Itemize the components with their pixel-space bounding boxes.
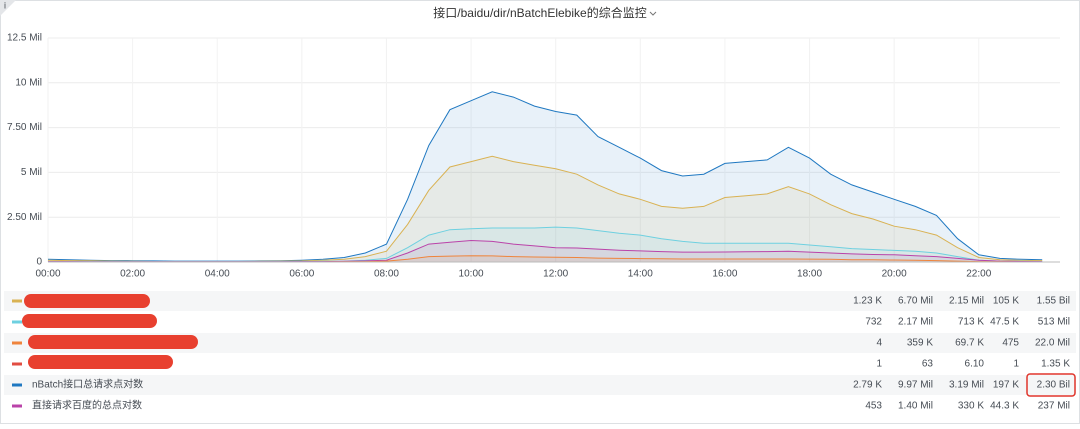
legend-value: 44.3 K xyxy=(990,401,1019,412)
legend-row-bg xyxy=(4,291,1076,311)
x-tick-label: 14:00 xyxy=(628,269,653,280)
x-tick-label: 20:00 xyxy=(882,269,907,280)
series-area xyxy=(48,255,1043,262)
series-area xyxy=(48,156,1043,262)
legend-value: 22.0 Mil xyxy=(1035,338,1070,349)
legend-value: 6.70 Mil xyxy=(898,296,933,307)
legend-swatch xyxy=(12,362,22,366)
legend-value: 2.79 K xyxy=(853,380,882,391)
legend-swatch xyxy=(12,320,22,324)
legend-value: 237 Mil xyxy=(1038,401,1070,412)
legend-value: 1.23 K xyxy=(853,296,882,307)
legend-value: 197 K xyxy=(993,380,1019,391)
legend-value: 1 xyxy=(1013,359,1019,370)
legend-value: 330 K xyxy=(958,401,984,412)
x-tick-label: 06:00 xyxy=(289,269,314,280)
legend-swatch xyxy=(12,383,22,387)
series-area xyxy=(48,240,1043,262)
info-icon[interactable]: i xyxy=(4,0,6,10)
y-tick-label: 10 Mil xyxy=(15,77,42,88)
legend-swatch xyxy=(12,299,22,303)
legend-value: 69.7 K xyxy=(955,338,984,349)
x-tick-label: 08:00 xyxy=(374,269,399,280)
legend-value: 105 K xyxy=(993,296,1019,307)
chart-title[interactable]: 接口/baidu/dir/nBatchElebike的综合监控 xyxy=(433,5,646,20)
title-chevron[interactable] xyxy=(649,11,657,16)
x-tick-label: 02:00 xyxy=(120,269,145,280)
legend-value: 513 Mil xyxy=(1038,317,1070,328)
legend-value: 453 xyxy=(865,401,882,412)
legend-value: 732 xyxy=(865,317,882,328)
legend-value: 2.17 Mil xyxy=(898,317,933,328)
legend-value: 1.35 K xyxy=(1041,359,1070,370)
series-area xyxy=(48,91,1043,262)
legend-value: 6.10 xyxy=(965,359,985,370)
legend-value: 1 xyxy=(876,359,882,370)
legend-label: nBatch接口总请求点对数 xyxy=(32,378,143,391)
legend-value: 3.19 Mil xyxy=(949,380,984,391)
x-tick-label: 10:00 xyxy=(459,269,484,280)
legend-swatch xyxy=(12,341,22,345)
legend-value: 4 xyxy=(876,338,882,349)
legend-value: 1.55 Bil xyxy=(1037,296,1070,307)
x-tick-label: 00:00 xyxy=(35,269,60,280)
y-tick-label: 0 xyxy=(36,257,42,268)
y-tick-label: 2.50 Mil xyxy=(7,212,42,223)
legend-value: 1.40 Mil xyxy=(898,401,933,412)
legend-value: 63 xyxy=(922,359,934,370)
redaction xyxy=(28,355,173,369)
legend-row-bg xyxy=(4,375,1076,395)
highlight-box xyxy=(1026,373,1076,397)
series-area xyxy=(48,227,1043,262)
x-tick-label: 18:00 xyxy=(797,269,822,280)
y-tick-label: 12.5 Mil xyxy=(7,33,42,44)
redaction xyxy=(28,335,198,349)
legend-value: 2.15 Mil xyxy=(949,296,984,307)
y-tick-label: 7.50 Mil xyxy=(7,122,42,133)
legend-value: 2.30 Bil xyxy=(1037,380,1070,391)
info-corner xyxy=(0,0,16,16)
legend-label: 直接请求百度的总点对数 xyxy=(32,399,142,412)
redaction xyxy=(24,294,150,308)
y-tick-label: 5 Mil xyxy=(21,167,42,178)
legend-value: 475 xyxy=(1002,338,1019,349)
legend-swatch xyxy=(12,404,22,408)
legend-value: 9.97 Mil xyxy=(898,380,933,391)
x-tick-label: 12:00 xyxy=(543,269,568,280)
x-tick-label: 04:00 xyxy=(205,269,230,280)
redaction xyxy=(22,314,157,328)
legend-value: 359 K xyxy=(907,338,933,349)
legend-value: 713 K xyxy=(958,317,984,328)
x-tick-label: 16:00 xyxy=(712,269,737,280)
x-tick-label: 22:00 xyxy=(966,269,991,280)
legend-value: 47.5 K xyxy=(990,317,1019,328)
legend-row-bg xyxy=(4,333,1076,353)
